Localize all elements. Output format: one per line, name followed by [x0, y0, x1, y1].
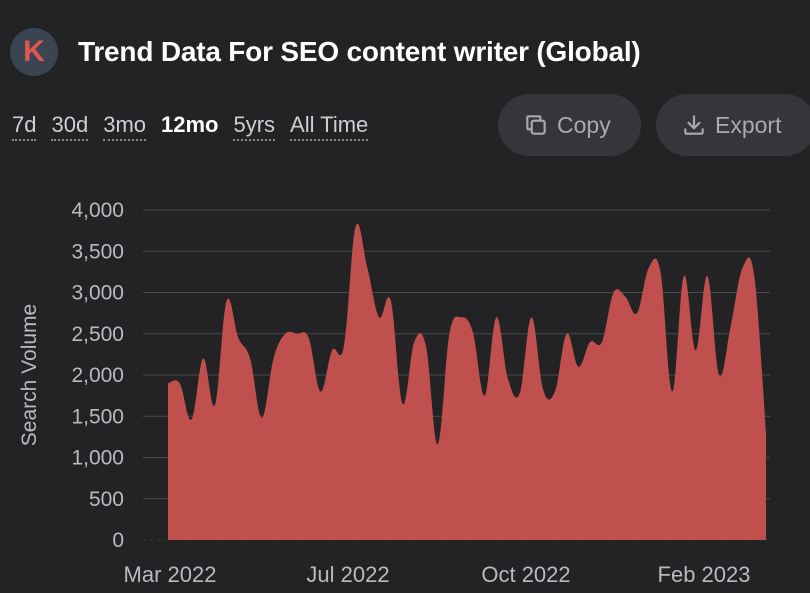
x-tick-label: Feb 2023	[658, 562, 751, 587]
x-tick-label: Jul 2022	[306, 562, 389, 587]
y-tick-label: 3,000	[71, 282, 124, 305]
range-12mo[interactable]: 12mo	[161, 112, 219, 137]
copy-label: Copy	[557, 111, 611, 138]
copy-button[interactable]: Copy	[498, 94, 641, 156]
y-tick-label: 0	[112, 529, 124, 552]
brand-logo: K	[10, 28, 58, 76]
y-tick-label: 2,500	[71, 323, 124, 346]
range-7d[interactable]: 7d	[12, 112, 37, 141]
chart-area	[168, 223, 766, 540]
y-tick-label: 2,000	[71, 364, 124, 387]
export-button[interactable]: Export	[656, 94, 810, 156]
y-tick-label: 1,500	[71, 405, 124, 428]
page-title: Trend Data For SEO content writer (Globa…	[78, 36, 641, 67]
y-tick-label: 4,000	[71, 199, 124, 222]
x-tick-label: Oct 2022	[481, 562, 570, 587]
export-label: Export	[715, 111, 782, 138]
download-icon	[684, 115, 704, 135]
trend-chart: Search Volume 0 500 1,000 1,500 2,000 2,500 3,…	[18, 199, 770, 587]
range-30d[interactable]: 30d	[51, 112, 89, 141]
range-all-time[interactable]: All Time	[290, 112, 369, 141]
copy-icon	[526, 115, 546, 135]
y-axis-ticks: 0 500 1,000 1,500 2,000 2,500 3,000 3,500 4,000	[71, 199, 124, 552]
y-axis-title: Search Volume	[18, 304, 41, 446]
time-range-selector: 7d 30d 3mo 12mo 5yrs All Time	[12, 112, 383, 141]
y-tick-label: 1,000	[71, 447, 124, 470]
y-tick-label: 3,500	[71, 240, 124, 263]
y-tick-label: 500	[89, 488, 124, 511]
x-tick-label: Mar 2022	[124, 562, 217, 587]
range-5yrs[interactable]: 5yrs	[233, 112, 276, 141]
header: K Trend Data For SEO content writer (Glo…	[10, 26, 641, 78]
search-volume-area	[168, 223, 766, 540]
logo-letter: K	[23, 35, 45, 68]
x-axis-ticks: Mar 2022 Jul 2022 Oct 2022 Feb 2023	[124, 562, 751, 587]
range-3mo[interactable]: 3mo	[103, 112, 146, 141]
